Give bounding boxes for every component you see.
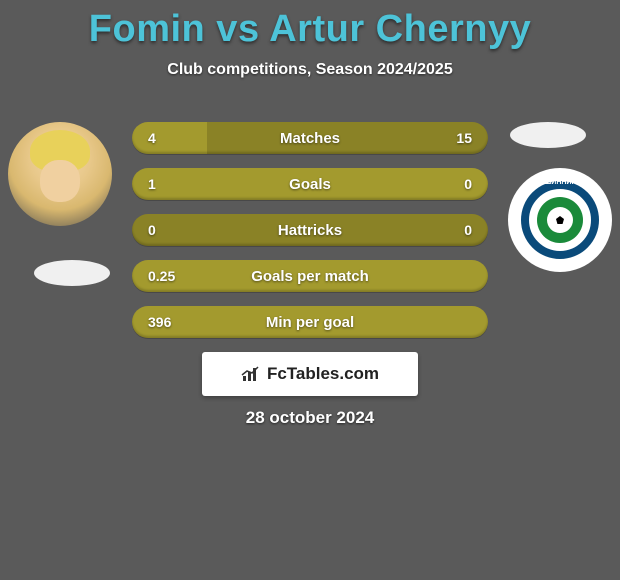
stat-row: 0Hattricks0	[132, 214, 488, 246]
stat-label: Min per goal	[132, 314, 488, 331]
date-label: 28 october 2024	[0, 408, 620, 428]
player-right-flag	[510, 122, 586, 148]
stat-right-value: 15	[432, 130, 472, 146]
stats-container: 4Matches15 1Goals0 0Hattricks0 0.25Goals pe…	[132, 122, 488, 352]
chart-icon	[241, 366, 261, 382]
stat-row: 0.25Goals per match	[132, 260, 488, 292]
page-title: Fomin vs Artur Chernyy	[0, 0, 620, 51]
stat-label: Goals per match	[132, 268, 488, 285]
stat-right-value: 0	[432, 176, 472, 192]
watermark: FcTables.com	[202, 352, 418, 396]
page-subtitle: Club competitions, Season 2024/2025	[0, 61, 620, 79]
player-left-avatar	[8, 122, 112, 226]
watermark-text: FcTables.com	[267, 364, 379, 384]
stat-row: 1Goals0	[132, 168, 488, 200]
badge-text: ШИННИК	[521, 179, 599, 186]
player-right-badge: ШИННИК	[508, 168, 612, 272]
stat-right-value: 0	[432, 222, 472, 238]
player-left-flag	[34, 260, 110, 286]
stat-row: 396Min per goal	[132, 306, 488, 338]
stat-row: 4Matches15	[132, 122, 488, 154]
